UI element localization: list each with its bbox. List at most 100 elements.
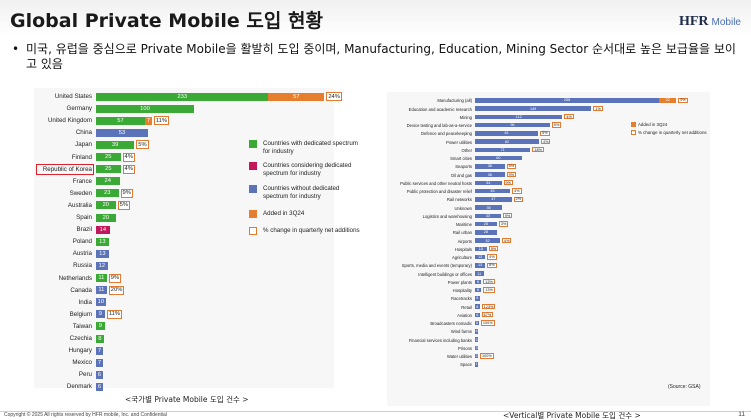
- vertical-bar: 60: [475, 155, 522, 161]
- vertical-bar: 6: [475, 296, 480, 301]
- company-logo: HFR Mobile: [679, 12, 741, 30]
- country-bar: 24: [96, 177, 120, 186]
- country-bar: 13: [96, 237, 109, 246]
- country-bar: 11: [96, 274, 107, 282]
- vertical-bar: 8: [475, 287, 482, 293]
- vertical-bar: 28: [475, 221, 497, 227]
- vertical-pct-change: 4%: [540, 138, 551, 145]
- vertical-pct-change: 8%: [487, 262, 497, 268]
- vertical-label: Space: [460, 362, 472, 368]
- country-legend-item: Countries without dedicated spectrum for…: [249, 185, 359, 205]
- vertical-bar: 35: [475, 205, 503, 210]
- vertical-pct-change: 9%: [506, 171, 517, 178]
- summary-text: 미국, 유럽을 중심으로 Private Mobile을 활발히 도입 중이며,…: [26, 42, 736, 71]
- country-legend-item: % change in quarterly net additions: [249, 227, 360, 247]
- country-bar: 20: [96, 201, 116, 210]
- vertical-label: Aviation: [457, 312, 472, 318]
- vertical-bar: 13: [475, 263, 486, 268]
- vertical-bar: 96: [475, 122, 550, 128]
- country-label: Australia: [67, 201, 92, 209]
- vertical-label: Wind farms: [450, 329, 472, 335]
- country-label: United Kingdom: [47, 117, 92, 125]
- country-pct-change: 11%: [153, 116, 170, 126]
- vertical-label: Racetracks: [451, 296, 472, 302]
- country-pct-change: 20%: [108, 285, 125, 295]
- country-bar: 25: [96, 153, 121, 161]
- vertical-label: Rail urban: [452, 230, 472, 236]
- legend-swatch: [249, 210, 257, 218]
- country-bar: 25: [96, 165, 121, 174]
- country-label: Denmark: [66, 383, 92, 391]
- footer-divider: [0, 411, 751, 412]
- country-pct-change: 4%: [122, 164, 135, 174]
- vertical-label: Oil and gas: [450, 172, 472, 178]
- legend-swatch: [249, 162, 257, 170]
- vertical-label: Manufacturing (all): [437, 98, 472, 104]
- country-pct-change: 11%: [106, 309, 122, 319]
- vertical-pct-change: 18%: [532, 147, 544, 153]
- vertical-pct-change: 5%: [540, 130, 550, 136]
- country-label: Germany: [66, 105, 92, 113]
- country-bar: 7: [96, 346, 103, 355]
- country-bar: 233: [96, 92, 269, 101]
- vertical-bar: 2: [475, 353, 478, 359]
- country-label: Brazil: [76, 226, 92, 234]
- vertical-bar: 8: [475, 279, 482, 285]
- country-bar: 7: [96, 358, 103, 367]
- vertical-bar: 149: [475, 106, 592, 111]
- country-label: Sweden: [69, 189, 92, 197]
- country-pct-change: 24%: [326, 92, 342, 101]
- vertical-pct-change: 123%: [481, 303, 496, 310]
- vertical-added-bar: 22: [659, 98, 677, 103]
- korea-highlight-box: [36, 163, 94, 175]
- legend-label: Countries without dedicated spectrum for…: [263, 185, 340, 200]
- country-bar: 6: [96, 382, 103, 391]
- country-label: Mexico: [72, 359, 92, 367]
- country-pct-change: 9%: [108, 273, 122, 283]
- country-label: Netherlands: [58, 274, 92, 282]
- legend-swatch: [249, 227, 257, 235]
- country-label: Austria: [72, 250, 92, 258]
- legend-label: % change in quarterly net additions: [263, 227, 360, 234]
- vertical-pct-change: 4%: [512, 188, 522, 194]
- vertical-pct-change: 4%: [501, 237, 512, 244]
- country-pct-change: 5%: [117, 200, 130, 210]
- vertical-bar: 32: [475, 238, 500, 243]
- vertical-pct-change: 13%: [483, 287, 495, 293]
- vertical-label: Device testing and lab-as-a-service: [406, 123, 472, 129]
- legend-label: Countries considering dedicated spectrum…: [263, 162, 352, 177]
- country-chart-caption: <국가별 Private Mobile 도입 건수 >: [125, 395, 249, 404]
- vertical-pct-change: 67%: [481, 312, 494, 318]
- page-title: Global Private Mobile 도입 현황: [10, 10, 323, 32]
- country-bar: 8: [96, 334, 104, 343]
- country-legend-item: Countries with dedicated spectrum for in…: [249, 140, 359, 160]
- country-label: Czechia: [69, 335, 92, 342]
- vertical-pct-change: 2%: [513, 196, 524, 202]
- vertical-bar: 45: [475, 188, 511, 194]
- country-bar: 9: [96, 310, 105, 319]
- vertical-pct-change: 13%: [483, 279, 495, 285]
- source-note: (Source: GSA): [668, 384, 701, 390]
- country-bar: 53: [96, 128, 148, 137]
- country-label: Spain: [76, 214, 92, 221]
- country-label: Canada: [70, 286, 92, 294]
- country-label: India: [78, 298, 92, 306]
- country-label: Belgium: [69, 310, 92, 318]
- vertical-pct-change: 5%: [488, 246, 499, 252]
- vertical-label: Hospitals: [454, 246, 472, 252]
- vertical-bar: 3: [475, 337, 478, 342]
- vertical-pct-change: 5%: [551, 122, 562, 128]
- vertical-pct-change: 4%: [487, 254, 497, 260]
- vertical-label: Education and academic research: [408, 106, 472, 112]
- logo-main: HFR: [678, 14, 709, 29]
- country-chart-panel: United States 233 57 24% Germany 100 United Ki…: [34, 88, 360, 391]
- vertical-pct-change: 9%: [678, 97, 688, 103]
- header-band: [0, 0, 751, 36]
- country-added-bar: 7: [145, 116, 152, 125]
- country-bar: 12: [96, 261, 108, 270]
- vertical-bar: 47: [475, 197, 512, 202]
- vertical-bar: 82: [475, 139, 539, 144]
- vertical-label: Logistics and warehousing: [422, 213, 472, 219]
- vertical-label: Broadcasters nomadic: [430, 321, 472, 327]
- logo-sub: Mobile: [711, 17, 741, 28]
